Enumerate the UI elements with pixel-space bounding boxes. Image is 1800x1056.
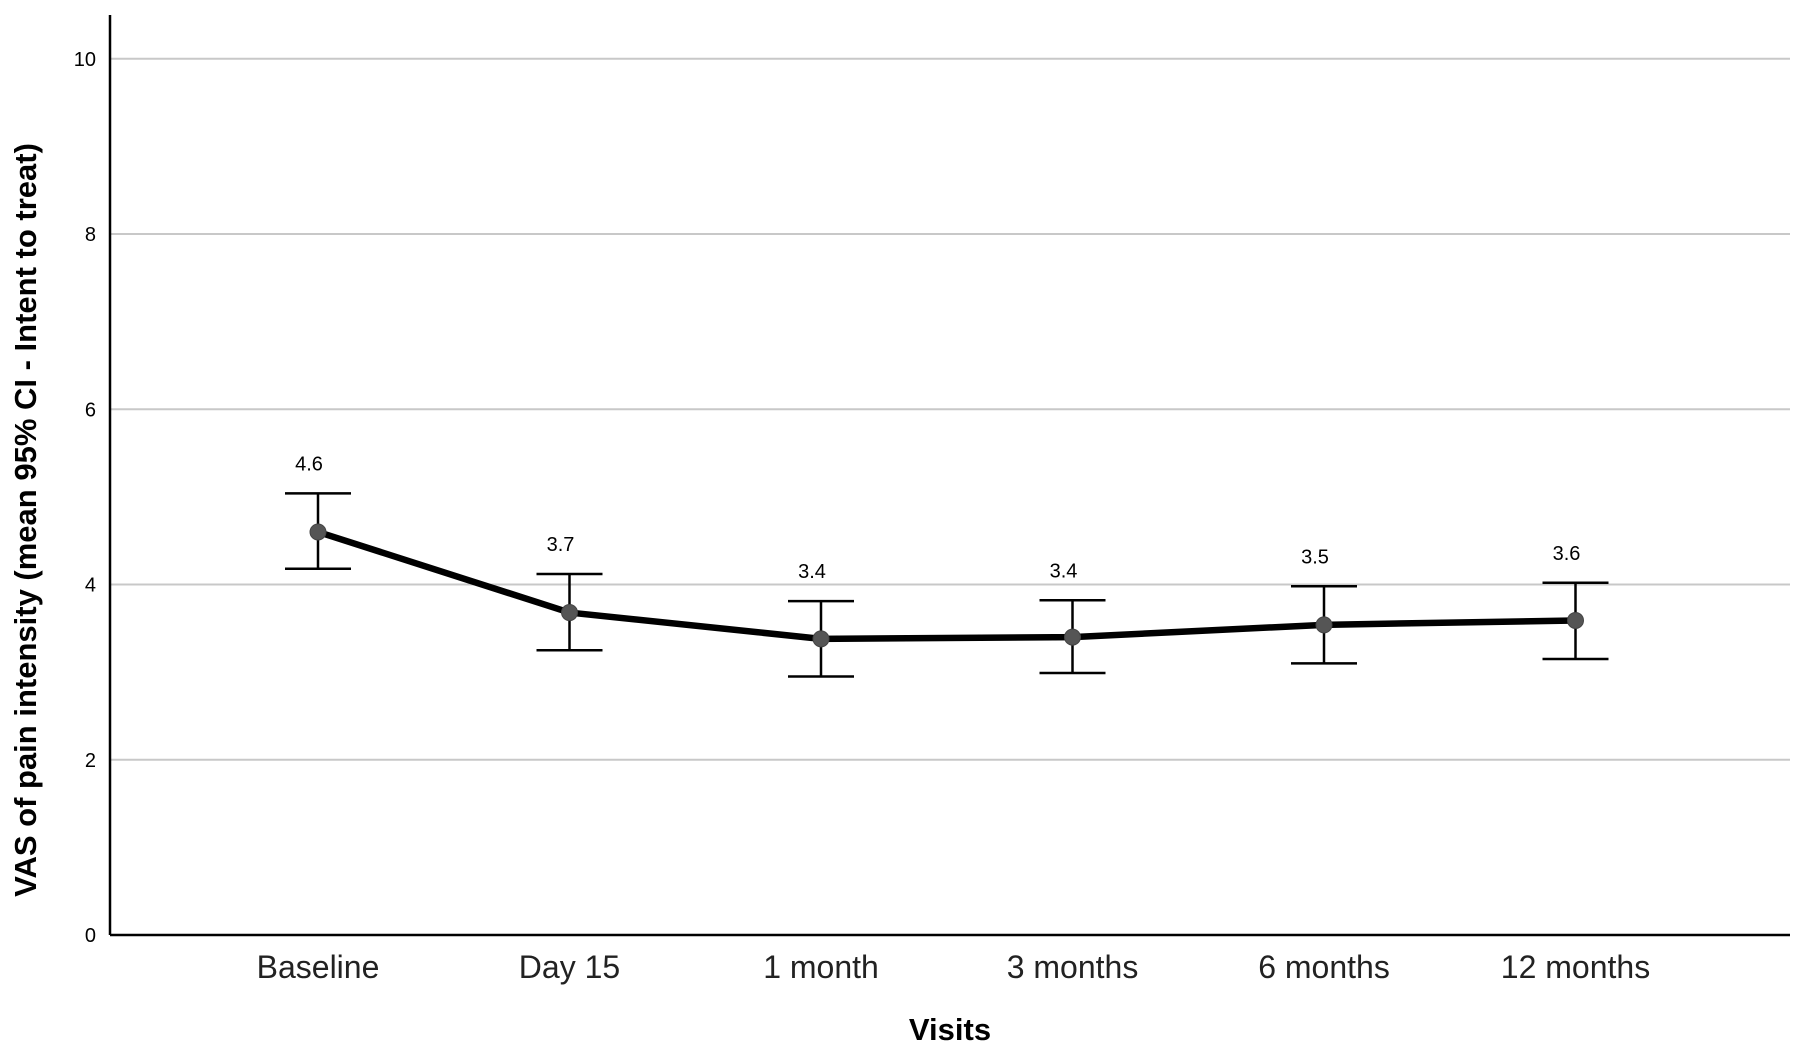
y-tick-labels: 0 2 4 6 8 10 xyxy=(74,49,96,947)
x-tick-label: 12 months xyxy=(1501,949,1650,985)
data-label: 3.4 xyxy=(1050,560,1078,582)
data-labels: 4.6 3.7 3.4 3.4 3.5 3.6 xyxy=(295,453,1580,583)
y-tick-label: 2 xyxy=(85,750,96,772)
data-point xyxy=(1315,616,1333,634)
x-tick-labels: Baseline Day 15 1 month 3 months 6 months 12 … xyxy=(257,949,1651,985)
data-point xyxy=(309,523,327,541)
data-point xyxy=(561,604,578,622)
y-tick-label: 6 xyxy=(85,399,96,421)
y-axis-title: VAS of pain intensity (mean 95% CI - Int… xyxy=(8,143,43,897)
x-tick-label: 3 months xyxy=(1007,949,1139,985)
data-point xyxy=(1064,628,1081,646)
series-line xyxy=(314,528,1579,643)
y-tick-label: 0 xyxy=(85,925,96,947)
x-tick-label: 1 month xyxy=(763,949,879,985)
data-label: 3.5 xyxy=(1301,546,1329,568)
data-points xyxy=(309,523,1584,648)
data-label: 3.6 xyxy=(1553,543,1581,565)
series-group xyxy=(314,528,1579,643)
y-tick-label: 10 xyxy=(74,49,96,71)
gridlines xyxy=(110,57,1790,761)
data-point xyxy=(812,630,830,648)
data-point xyxy=(1567,611,1584,629)
data-label: 4.6 xyxy=(295,453,323,475)
x-axis-title: Visits xyxy=(909,1012,991,1047)
y-tick-label: 8 xyxy=(85,224,96,246)
x-tick-label: Day 15 xyxy=(519,949,620,985)
x-tick-label: Baseline xyxy=(257,949,380,985)
data-label: 3.7 xyxy=(547,534,575,556)
data-label: 3.4 xyxy=(798,561,826,583)
y-tick-label: 4 xyxy=(85,575,96,597)
axes xyxy=(108,15,1790,937)
x-tick-label: 6 months xyxy=(1258,949,1390,985)
